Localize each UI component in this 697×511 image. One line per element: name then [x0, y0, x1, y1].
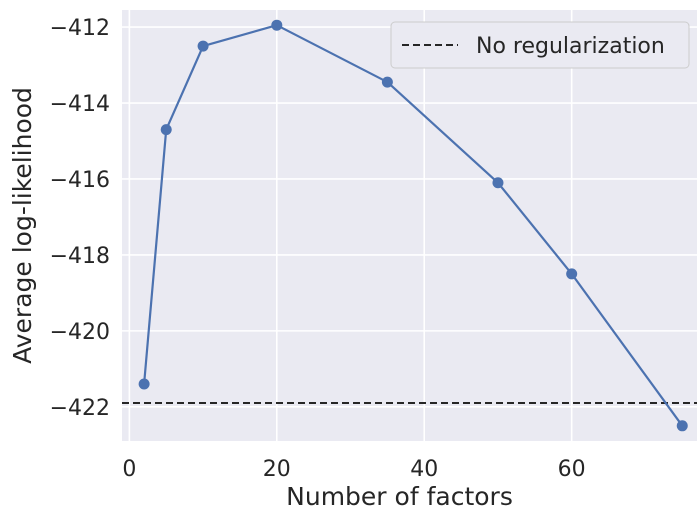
legend-label: No regularization — [476, 34, 665, 59]
data-point — [138, 378, 150, 390]
data-point — [676, 420, 688, 432]
x-tick-label: 60 — [558, 457, 586, 482]
data-point — [566, 268, 578, 280]
x-tick-label: 20 — [263, 457, 291, 482]
legend: No regularization — [390, 21, 690, 69]
data-point — [271, 19, 283, 31]
y-tick-label: −412 — [50, 16, 110, 41]
y-tick-label: −414 — [50, 92, 110, 117]
plot-background — [122, 10, 697, 441]
y-tick-label: −416 — [50, 168, 110, 193]
y-tick-label: −422 — [50, 396, 110, 421]
x-axis-label: Number of factors — [286, 482, 513, 511]
data-point — [492, 177, 504, 189]
x-tick-labels: 0 20 40 60 — [122, 457, 585, 482]
x-tick-label: 0 — [122, 457, 136, 482]
legend-box — [390, 21, 690, 69]
data-point — [381, 76, 393, 88]
x-tick-label: 40 — [410, 457, 438, 482]
data-point — [197, 40, 209, 52]
y-tick-label: −420 — [50, 320, 110, 345]
y-tick-label: −418 — [50, 244, 110, 269]
y-tick-labels: −412 −414 −416 −418 −420 −422 — [50, 16, 110, 421]
series-line — [143, 24, 684, 427]
data-point — [160, 124, 172, 136]
series-group — [138, 19, 688, 432]
y-axis-label: Average log-likelihood — [8, 87, 37, 364]
